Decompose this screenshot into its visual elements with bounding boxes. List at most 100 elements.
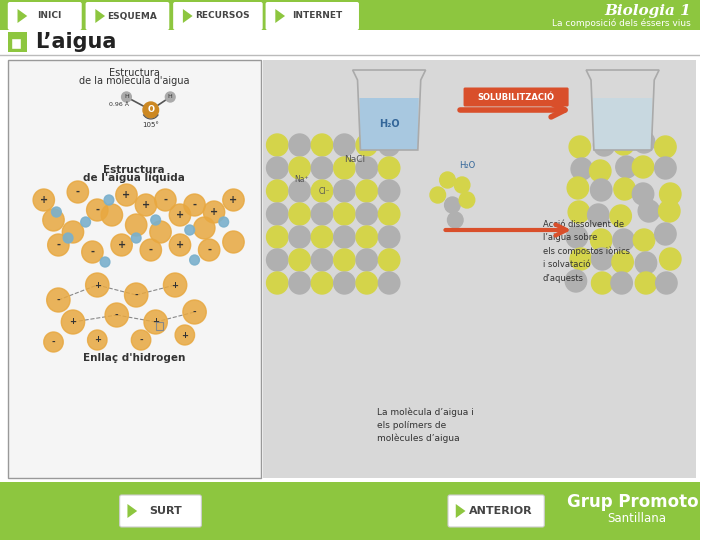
Text: +: + bbox=[142, 200, 150, 210]
Circle shape bbox=[379, 157, 400, 179]
Circle shape bbox=[52, 207, 61, 217]
Text: -: - bbox=[115, 310, 119, 320]
Circle shape bbox=[356, 249, 377, 271]
Text: +: + bbox=[117, 240, 126, 250]
Polygon shape bbox=[127, 504, 138, 518]
FancyBboxPatch shape bbox=[8, 60, 261, 478]
Circle shape bbox=[166, 92, 175, 102]
Circle shape bbox=[379, 203, 400, 225]
Circle shape bbox=[654, 136, 676, 158]
Circle shape bbox=[632, 156, 654, 178]
Circle shape bbox=[333, 157, 355, 179]
Text: O: O bbox=[148, 105, 154, 114]
Text: Enllaç d'hidrogen: Enllaç d'hidrogen bbox=[83, 353, 186, 363]
Circle shape bbox=[150, 221, 171, 243]
Text: +: + bbox=[94, 280, 101, 289]
Text: Na⁺: Na⁺ bbox=[294, 176, 309, 185]
FancyBboxPatch shape bbox=[8, 32, 27, 52]
Circle shape bbox=[175, 325, 194, 345]
Circle shape bbox=[81, 217, 91, 227]
Circle shape bbox=[333, 249, 355, 271]
Circle shape bbox=[140, 239, 161, 261]
Circle shape bbox=[454, 177, 470, 193]
Text: L’aigua: L’aigua bbox=[35, 32, 117, 52]
Text: +: + bbox=[210, 207, 218, 217]
Circle shape bbox=[125, 214, 147, 236]
Circle shape bbox=[566, 226, 588, 248]
Circle shape bbox=[289, 134, 310, 156]
Polygon shape bbox=[359, 98, 419, 150]
Circle shape bbox=[143, 102, 158, 118]
Text: -: - bbox=[163, 195, 167, 205]
Text: SOLUBILITZACIÓ: SOLUBILITZACIÓ bbox=[477, 92, 554, 102]
Text: -: - bbox=[57, 295, 60, 305]
Circle shape bbox=[219, 217, 229, 227]
Text: Estructura: Estructura bbox=[109, 68, 160, 78]
Text: de l'aigua líquida: de l'aigua líquida bbox=[84, 173, 185, 183]
Circle shape bbox=[593, 134, 615, 156]
Circle shape bbox=[86, 199, 108, 221]
FancyBboxPatch shape bbox=[448, 495, 544, 527]
FancyBboxPatch shape bbox=[464, 87, 569, 106]
Circle shape bbox=[184, 194, 205, 216]
Circle shape bbox=[102, 204, 122, 226]
Circle shape bbox=[635, 272, 657, 294]
Circle shape bbox=[266, 157, 288, 179]
Circle shape bbox=[266, 226, 288, 248]
Text: NaCl: NaCl bbox=[345, 155, 366, 164]
Circle shape bbox=[289, 180, 310, 202]
Circle shape bbox=[592, 272, 613, 294]
Circle shape bbox=[311, 226, 333, 248]
Text: -: - bbox=[193, 307, 197, 316]
Circle shape bbox=[122, 92, 131, 102]
Text: 105°: 105° bbox=[143, 122, 159, 128]
Polygon shape bbox=[95, 9, 105, 23]
Circle shape bbox=[588, 204, 609, 226]
Text: +: + bbox=[176, 210, 184, 220]
Circle shape bbox=[135, 194, 157, 216]
Text: Santillana: Santillana bbox=[608, 511, 667, 524]
Text: ESQUEMA: ESQUEMA bbox=[107, 11, 157, 21]
Circle shape bbox=[571, 158, 593, 180]
Circle shape bbox=[660, 183, 681, 205]
Circle shape bbox=[634, 229, 654, 251]
Circle shape bbox=[569, 136, 590, 158]
FancyBboxPatch shape bbox=[174, 2, 263, 30]
Circle shape bbox=[356, 180, 377, 202]
Circle shape bbox=[565, 270, 587, 292]
Circle shape bbox=[311, 272, 333, 294]
Circle shape bbox=[62, 221, 84, 243]
Circle shape bbox=[42, 209, 64, 231]
Circle shape bbox=[459, 192, 474, 208]
Circle shape bbox=[613, 229, 634, 251]
Circle shape bbox=[638, 200, 660, 222]
Text: -: - bbox=[192, 200, 197, 210]
Text: H: H bbox=[168, 94, 173, 99]
Text: Acció dissolvent de
l’aigua sobre
els compostos iònics
i solvatació
d’aquests: Acció dissolvent de l’aigua sobre els co… bbox=[543, 220, 630, 282]
FancyBboxPatch shape bbox=[86, 2, 169, 30]
Circle shape bbox=[568, 201, 590, 223]
Circle shape bbox=[311, 134, 333, 156]
Text: +: + bbox=[171, 280, 179, 289]
Text: La molècula d’aigua i
els polímers de
molècules d’aigua: La molècula d’aigua i els polímers de mo… bbox=[377, 408, 474, 443]
FancyBboxPatch shape bbox=[263, 60, 696, 478]
Circle shape bbox=[592, 248, 613, 270]
Text: +: + bbox=[152, 318, 159, 327]
Circle shape bbox=[654, 157, 676, 179]
FancyBboxPatch shape bbox=[120, 495, 202, 527]
Circle shape bbox=[590, 229, 612, 251]
Text: +: + bbox=[122, 190, 130, 200]
Circle shape bbox=[659, 200, 680, 222]
Text: ANTERIOR: ANTERIOR bbox=[469, 506, 533, 516]
Circle shape bbox=[660, 248, 681, 270]
Text: Estructura: Estructura bbox=[104, 165, 165, 175]
Circle shape bbox=[356, 226, 377, 248]
Circle shape bbox=[356, 134, 377, 156]
Text: 0.96 Å: 0.96 Å bbox=[109, 102, 130, 106]
Circle shape bbox=[611, 272, 632, 294]
Text: de la molècula d'aigua: de la molècula d'aigua bbox=[79, 76, 189, 86]
Text: -: - bbox=[207, 245, 211, 255]
Circle shape bbox=[333, 134, 355, 156]
Circle shape bbox=[379, 272, 400, 294]
Circle shape bbox=[289, 226, 310, 248]
